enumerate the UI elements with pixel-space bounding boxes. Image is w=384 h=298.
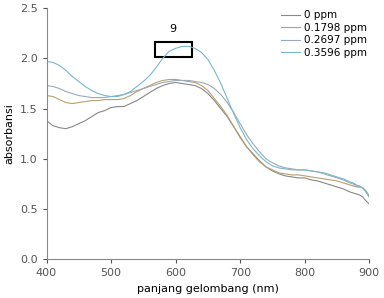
0.2697 ppm [102,96,107,99]
0.3596 ppm [257,154,262,158]
0.1798 ppm [44,94,49,97]
0.1798 ppm [251,153,255,156]
0.3596 ppm [44,60,49,63]
0.3596 ppm [173,46,178,50]
Line: 0.2697 ppm: 0.2697 ppm [46,80,369,197]
0.2697 ppm [251,142,255,145]
Line: 0 ppm: 0 ppm [46,83,369,204]
X-axis label: panjang gelombang (nm): panjang gelombang (nm) [137,284,279,294]
0.3596 ppm [180,44,184,48]
0 ppm [251,152,255,156]
Text: 9: 9 [169,24,176,34]
0 ppm [173,81,178,84]
0.1798 ppm [180,79,184,82]
Bar [155,42,192,58]
0.2697 ppm [257,150,262,153]
0.3596 ppm [102,94,107,97]
0.2697 ppm [367,195,372,199]
0.1798 ppm [102,98,107,101]
0 ppm [257,159,262,163]
0 ppm [367,202,372,206]
0 ppm [238,135,242,139]
Y-axis label: absorbansi: absorbansi [4,103,14,164]
0 ppm [180,82,184,85]
0 ppm [102,109,107,112]
Legend: 0 ppm, 0.1798 ppm, 0.2697 ppm, 0.3596 ppm: 0 ppm, 0.1798 ppm, 0.2697 ppm, 0.3596 pp… [281,10,367,58]
0 ppm [283,174,288,178]
0.3596 ppm [238,126,242,129]
0.3596 ppm [251,147,255,150]
0.2697 ppm [283,166,288,170]
Line: 0.3596 ppm: 0.3596 ppm [46,46,369,197]
0.2697 ppm [180,79,184,82]
0.3596 ppm [367,195,372,199]
0.1798 ppm [257,160,262,164]
Line: 0.1798 ppm: 0.1798 ppm [46,80,369,196]
0.1798 ppm [238,136,242,139]
0.2697 ppm [173,79,178,82]
0.2697 ppm [238,122,242,125]
0.1798 ppm [167,78,172,81]
0 ppm [44,119,49,122]
0.3596 ppm [283,167,288,171]
0.2697 ppm [44,84,49,87]
0.1798 ppm [367,194,372,198]
0.1798 ppm [283,172,288,176]
